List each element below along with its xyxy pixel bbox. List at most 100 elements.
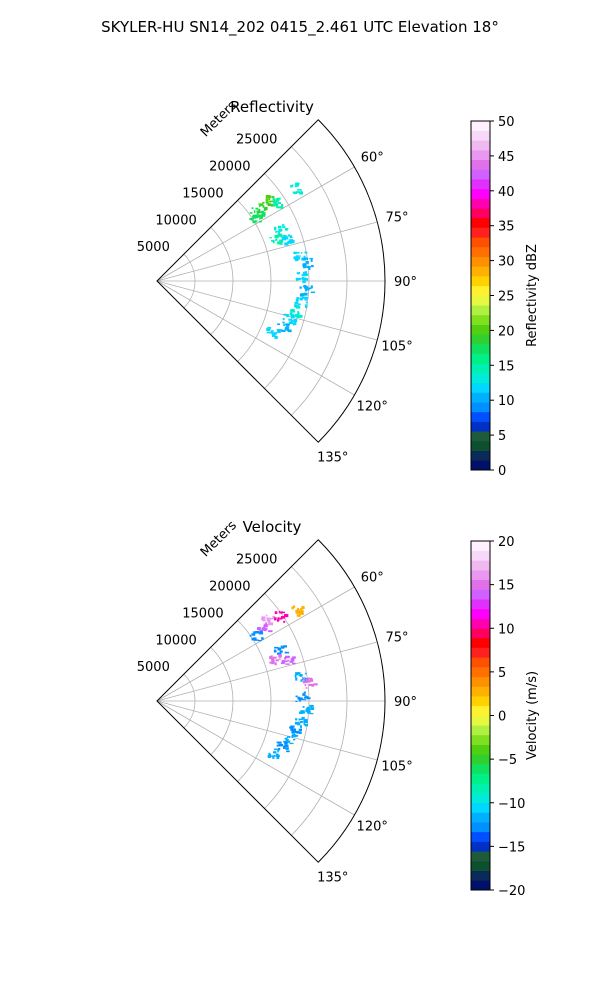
colorbar-swatch — [471, 579, 490, 590]
echo-gate — [270, 331, 273, 334]
echo-gate — [298, 272, 300, 274]
echo-gate — [275, 235, 278, 239]
echo-gate — [271, 755, 275, 757]
echo-gate — [295, 184, 299, 187]
echo-gate — [301, 606, 305, 610]
echo-gate — [277, 230, 280, 233]
echo-gate — [304, 699, 307, 701]
echo-gate — [258, 203, 263, 205]
colorbar-swatch — [471, 285, 490, 296]
echo-gate — [304, 273, 309, 276]
echo-gate — [279, 239, 284, 242]
range-tick-label: 5000 — [137, 240, 170, 255]
echo-gate — [281, 661, 286, 664]
echo-gate — [273, 203, 278, 207]
azimuth-tick-label: 120° — [357, 819, 388, 834]
colorbar-swatch — [471, 667, 490, 678]
echo-gate — [301, 293, 305, 297]
echo-gate — [260, 215, 264, 219]
echo-gate — [275, 230, 277, 233]
echo-gate — [303, 263, 306, 265]
colorbar-swatch — [471, 880, 490, 891]
colorbar-swatch — [471, 450, 490, 461]
colorbar-swatch — [471, 725, 490, 736]
echo-gate — [288, 318, 293, 321]
colorbar-label: Velocity (m/s) — [525, 671, 540, 760]
echo-gate — [260, 629, 264, 632]
colorbar-swatch — [471, 188, 490, 199]
echo-gate — [296, 257, 300, 260]
echo-gate — [277, 749, 279, 753]
echo-gate — [268, 620, 271, 623]
colorbar-tick-label: 0 — [498, 710, 506, 725]
echo-gate — [278, 232, 281, 235]
colorbar-swatch — [471, 763, 490, 774]
chart-title: Velocity — [243, 518, 302, 536]
echo-gate — [304, 257, 309, 260]
colorbar-tick-label: 50 — [498, 115, 515, 130]
echo-gate — [299, 191, 304, 195]
echo-gate — [283, 613, 289, 618]
echo-cluster — [256, 201, 271, 214]
colorbar-swatch — [471, 363, 490, 374]
echo-cluster — [273, 224, 289, 235]
colorbar-swatch — [471, 411, 490, 422]
range-tick-label: 20000 — [209, 580, 250, 595]
echo-gate — [309, 712, 314, 715]
echo-gate — [269, 195, 272, 199]
echo-gate — [278, 206, 281, 209]
echo-gate — [271, 661, 275, 665]
echo-gate — [289, 235, 293, 238]
colorbar-swatch — [471, 744, 490, 755]
echo-gate — [304, 278, 309, 281]
colorbar-swatch — [471, 169, 490, 180]
echo-gate — [272, 656, 277, 659]
echo-gate — [253, 637, 257, 641]
echo-gate — [294, 730, 299, 733]
azimuth-spoke — [156, 280, 378, 341]
colorbar-swatch — [471, 831, 490, 842]
echo-gate — [257, 215, 261, 218]
echo-gate — [266, 203, 271, 205]
echo-gate — [274, 650, 277, 653]
colorbar-tick-label: −15 — [498, 840, 525, 855]
colorbar-swatch — [471, 314, 490, 325]
echo-gate — [270, 330, 274, 332]
range-tick-label: 20000 — [209, 160, 250, 175]
echo-gate — [294, 735, 299, 737]
echo-cluster — [249, 630, 264, 642]
echo-gate — [307, 697, 311, 700]
echo-gate — [303, 722, 306, 726]
echo-gate — [280, 234, 283, 238]
echo-gate — [281, 611, 286, 614]
colorbar-swatch — [471, 783, 490, 794]
echo-gate — [265, 201, 269, 204]
echo-gate — [270, 655, 273, 658]
colorbar-swatch — [471, 851, 490, 862]
azimuth-tick-label: 135° — [317, 871, 348, 886]
echo-gate — [305, 687, 308, 689]
echo-gate — [275, 659, 279, 662]
echo-gate — [278, 655, 282, 658]
echo-gate — [295, 695, 298, 698]
colorbar-swatch — [471, 431, 490, 442]
sector-frame — [156, 539, 386, 863]
echo-gate — [263, 616, 266, 620]
echo-gate — [274, 227, 277, 231]
echo-gate — [268, 196, 271, 201]
echo-gate — [251, 637, 255, 641]
echo-gate — [284, 657, 287, 660]
echo-gate — [284, 655, 290, 659]
range-tick-label: 10000 — [155, 633, 196, 648]
echo-cluster — [272, 197, 284, 209]
echo-gate — [303, 691, 306, 694]
echo-cluster — [274, 610, 289, 623]
azimuth-tick-label: 60° — [361, 151, 384, 166]
colorbar-swatch — [471, 860, 490, 871]
echo-gate — [301, 609, 304, 613]
echo-gate — [302, 280, 306, 284]
echo-gate — [283, 741, 288, 744]
echo-gate — [295, 298, 299, 302]
echo-gate — [299, 721, 303, 724]
